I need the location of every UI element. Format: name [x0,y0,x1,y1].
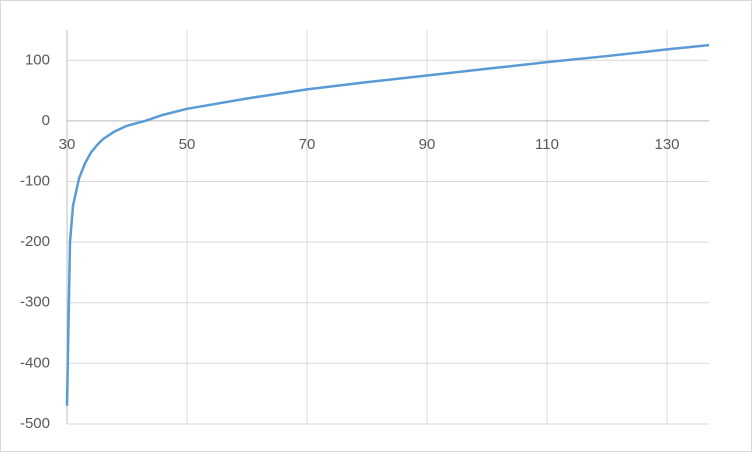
y-tick-label: 0 [42,112,50,129]
y-tick-label: -200 [20,233,50,250]
x-tick-label: 110 [535,136,559,153]
y-tick-label: -400 [20,354,50,371]
y-tick-label: -500 [20,415,50,432]
y-tick-label: -300 [20,294,50,311]
x-tick-label: 130 [654,136,679,153]
x-tick-label: 90 [419,136,436,153]
x-tick-label: 50 [179,136,196,153]
y-tick-label: -100 [20,173,50,190]
y-tick-label: 100 [25,51,50,68]
x-tick-label: 70 [299,136,316,153]
data-line [65,43,710,406]
